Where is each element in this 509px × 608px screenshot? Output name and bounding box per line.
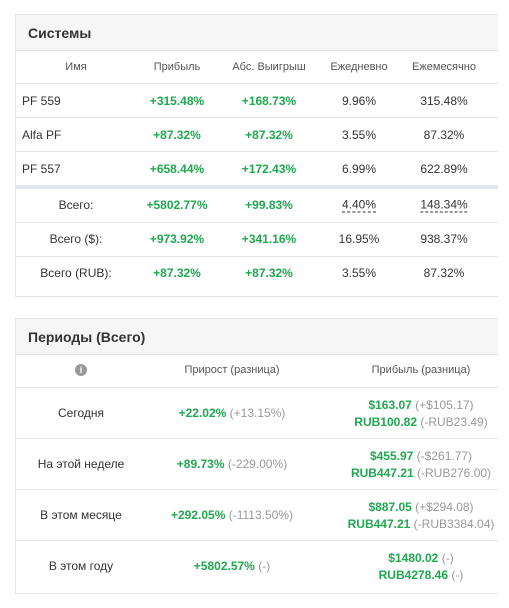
row-divider (16, 540, 498, 541)
section-divider (16, 185, 498, 189)
column-header: Прибыль (разница) (371, 364, 471, 376)
column-header: Прибыль (153, 61, 201, 73)
profit: $1480.02 (388, 551, 439, 565)
period-label: На этой неделе (37, 457, 125, 471)
cell: 622.89% (420, 162, 468, 176)
profit-cell: $163.07 (+$105.17) (368, 398, 473, 412)
cell: Alfa PF (22, 128, 62, 142)
profit-cell: RUB447.21 (-RUB3384.04) (348, 517, 495, 531)
cell: +341.16% (241, 232, 297, 246)
growth: +292.05% (171, 508, 226, 522)
growth-diff: (-229.00%) (227, 457, 288, 471)
growth: +5802.57% (193, 559, 255, 573)
panel-title: Системы (28, 25, 92, 41)
column-header: Ежемесячно (412, 61, 476, 73)
column-header: Ежедневно (330, 61, 388, 73)
cell: 148.34% (420, 197, 468, 213)
period-label: В этом году (48, 559, 114, 573)
growth-diff: (-1113.50%) (228, 508, 293, 522)
row-divider (16, 83, 498, 84)
cell: 4.40% (341, 197, 377, 213)
growth-cell: +22.02% (+13.15%) (179, 406, 286, 420)
profit-diff: (-) (451, 568, 464, 582)
cell: +168.73% (241, 94, 297, 108)
profit-cell: RUB4278.46 (-) (379, 568, 464, 582)
cell: Всего ($): (49, 232, 103, 246)
row-divider (16, 117, 498, 118)
cell: 87.32% (423, 266, 465, 280)
profit-cell: RUB100.82 (-RUB23.49) (354, 415, 487, 429)
cell: +87.32% (153, 266, 201, 280)
panel-header: Периоды (Всего) (16, 319, 498, 355)
profit: RUB100.82 (354, 415, 417, 429)
growth-cell: +292.05% (-1113.50%) (171, 508, 293, 522)
profit-cell: RUB447.21 (-RUB276.00) (351, 466, 491, 480)
growth: +89.73% (176, 457, 225, 471)
periods-panel: Периоды (Всего) i Прирост (разница) Прибы… (15, 318, 498, 594)
column-header: Имя (65, 61, 87, 73)
growth-cell: +5802.57% (-) (194, 559, 270, 573)
growth: +22.02% (178, 406, 227, 420)
profit-diff: (-$261.77) (416, 449, 473, 463)
profit: RUB4278.46 (378, 568, 449, 582)
profit-diff: (+$105.17) (415, 398, 474, 412)
cell: 16.95% (338, 232, 380, 246)
row-divider (16, 489, 498, 490)
row-divider (16, 151, 498, 152)
profit: $887.05 (368, 500, 412, 514)
row-divider (16, 256, 498, 257)
column-header: Прирост (разница) (184, 364, 280, 376)
row-divider (16, 222, 498, 223)
cell: Всего: (58, 198, 94, 212)
cell: +5802.77% (146, 198, 208, 212)
cell: +658.44% (149, 162, 205, 176)
row-divider (16, 438, 498, 439)
systems-panel: Системы Имя Прибыль Абс. Выигрыш Ежедневно Е… (15, 14, 498, 297)
panel-header: Системы (16, 15, 498, 51)
profit: $163.07 (368, 398, 412, 412)
profit-diff: (+$294.08) (415, 500, 474, 514)
cell: 6.99% (341, 162, 377, 176)
cell: Всего (RUB): (40, 266, 112, 280)
info-icon[interactable]: i (75, 364, 87, 376)
growth-cell: +89.73% (-229.00%) (177, 457, 287, 471)
period-label: Сегодня (58, 406, 104, 420)
cell: +172.43% (241, 162, 297, 176)
column-header: Абс. Выигрыш (232, 61, 306, 73)
cell: +87.32% (245, 266, 293, 280)
profit-diff: (-RUB276.00) (417, 466, 492, 480)
profit-cell: $455.97 (-$261.77) (370, 449, 472, 463)
panel-title: Периоды (Всего) (28, 329, 146, 345)
growth-diff: (-) (258, 559, 271, 573)
cell: PF 557 (22, 162, 61, 176)
profit-diff: (-RUB3384.04) (413, 517, 495, 531)
cell: +973.92% (149, 232, 205, 246)
period-label: В этом месяце (40, 508, 122, 522)
cell: 3.55% (341, 128, 377, 142)
cell: 3.55% (341, 266, 377, 280)
profit: $455.97 (369, 449, 414, 463)
cell: +315.48% (149, 94, 205, 108)
row-divider (16, 387, 498, 388)
profit-diff: (-RUB23.49) (420, 415, 488, 429)
profit: RUB447.21 (347, 517, 411, 531)
profit-cell: $887.05 (+$294.08) (368, 500, 473, 514)
cell: +87.32% (153, 128, 201, 142)
cell: 87.32% (423, 128, 465, 142)
growth-diff: (+13.15%) (229, 406, 286, 420)
cell: +87.32% (245, 128, 293, 142)
profit: RUB447.21 (350, 466, 414, 480)
profit-cell: $1480.02 (-) (388, 551, 453, 565)
cell: PF 559 (22, 94, 61, 108)
cell: 9.96% (341, 94, 377, 108)
cell: 938.37% (420, 232, 468, 246)
cell: +99.83% (245, 198, 293, 212)
profit-diff: (-) (441, 551, 454, 565)
cell: 315.48% (420, 94, 468, 108)
